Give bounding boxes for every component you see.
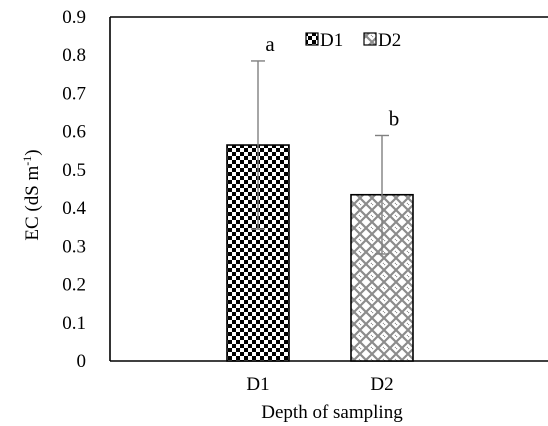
legend-label-d1: D1	[320, 30, 343, 51]
significance-letter: b	[389, 106, 400, 130]
y-tick-labels: 0 0.1 0.2 0.3 0.4 0.5 0.6 0.7 0.8 0.9	[62, 7, 86, 372]
y-axis-title-main: EC (dS m	[22, 165, 43, 240]
x-tick-label: D2	[370, 374, 393, 395]
y-tick-label: 0.7	[62, 83, 86, 104]
significance-letter: a	[265, 32, 275, 56]
y-axis-title-sup: -1	[20, 156, 34, 166]
legend: D1 D2	[305, 30, 401, 51]
y-tick-label: 0.8	[62, 45, 86, 66]
y-tick-label: 0.5	[62, 160, 86, 181]
legend-swatch-d1	[305, 32, 319, 46]
legend-swatch-d2	[363, 32, 377, 46]
significance-letters: ab	[265, 32, 399, 131]
bars-group	[226, 144, 414, 362]
y-axis-title: EC (dS m-1)	[20, 149, 43, 240]
y-tick-label: 0.3	[62, 236, 86, 257]
y-tick-label: 0.1	[62, 313, 86, 334]
y-tick-label: 0	[77, 351, 87, 372]
x-tick-labels: D1 D2	[246, 374, 393, 395]
y-tick-label: 0.9	[62, 7, 86, 28]
x-axis-title: Depth of sampling	[261, 402, 403, 423]
y-tick-label: 0.4	[62, 198, 86, 219]
x-tick-label: D1	[246, 374, 269, 395]
legend-label-d2: D2	[378, 30, 401, 51]
error-bars-group	[251, 60, 389, 255]
y-tick-label: 0.2	[62, 275, 86, 296]
y-axis-title-close: )	[22, 149, 43, 155]
y-tick-label: 0.6	[62, 122, 86, 143]
